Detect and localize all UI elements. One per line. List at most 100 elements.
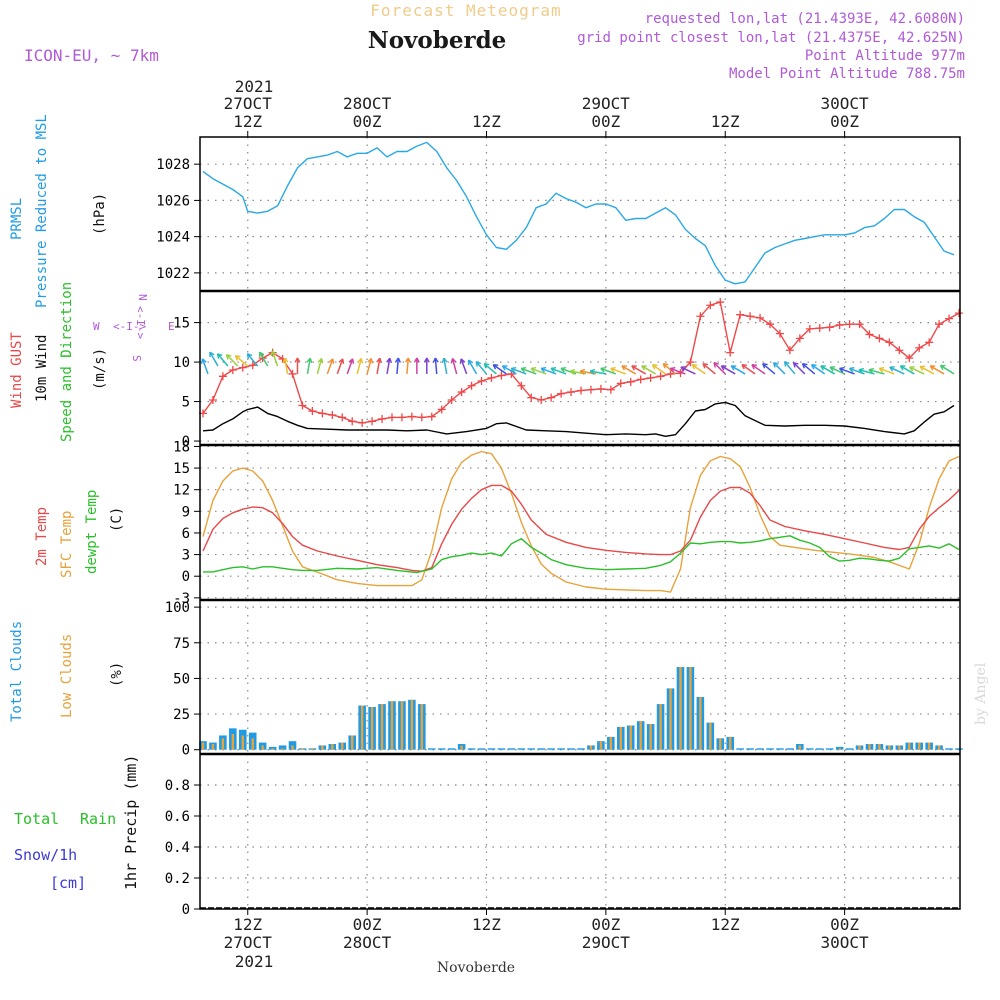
low-cloud-bar (589, 745, 593, 750)
low-clouds-label: Low Clouds (59, 634, 75, 718)
low-cloud-bar (281, 748, 284, 750)
wind-arrow-head (395, 357, 402, 363)
wind-arrow (784, 361, 796, 375)
prmsl-label: PRMSL (9, 198, 25, 240)
gust-marker (785, 346, 794, 355)
wind-arrow (839, 367, 855, 375)
bottom-hour-label: 00Z (591, 915, 620, 934)
gust-marker (686, 358, 695, 367)
wind-arrow-head (909, 366, 915, 372)
total-cloud-bar (467, 748, 476, 750)
low-cloud-bar (360, 705, 364, 750)
panel-temperature: -3 0 3 6 9 12 15 18 (173, 439, 960, 607)
low-cloud-bar (321, 745, 324, 750)
sfctemp-label: SFC Temp (59, 511, 75, 578)
wind-arrow-head (510, 367, 517, 373)
y-tick-label: 0 (182, 902, 190, 918)
wind-arrow-head (450, 357, 457, 364)
y-tick-label: 0.6 (165, 809, 190, 825)
gust-marker (288, 369, 297, 378)
gust-marker (437, 405, 446, 414)
total-cloud-bar (437, 748, 446, 750)
y-tick-label: 0 (182, 743, 190, 759)
low-cloud-bar (719, 738, 722, 750)
wind-arrow (879, 367, 895, 375)
bottom-hour-label: 12Z (711, 915, 740, 934)
low-cloud-bar (380, 704, 384, 750)
bottom-date-label: 29OCT (582, 933, 631, 952)
total-cloud-bar (945, 748, 953, 750)
y-tick-label: 75 (173, 636, 190, 652)
top-hour-label: 00Z (353, 112, 382, 131)
y-tick-label: 0 (182, 434, 190, 450)
gust-marker (666, 369, 675, 378)
gust-marker (567, 388, 576, 397)
wind-arrow-head (801, 362, 808, 369)
wind-arrow-head (423, 357, 430, 363)
wind-arrow-head (600, 367, 606, 373)
low-cloud-bar (261, 745, 264, 750)
gust-marker (427, 412, 436, 421)
wind-arrow-head (730, 365, 737, 371)
low-cloud-bar (231, 734, 235, 750)
gust-marker (855, 320, 864, 329)
gust-marker (517, 381, 526, 390)
gust-marker (835, 320, 844, 329)
frame (199, 136, 961, 910)
wind-arrow (483, 363, 497, 375)
total-cloud-bar (766, 748, 774, 750)
wind-arrow-head (810, 364, 817, 370)
top-date-label: 30OCT (821, 94, 870, 113)
wind-arrow-head (376, 357, 383, 364)
low-cloud-bar (858, 745, 861, 750)
wind-arrow-head (246, 353, 253, 359)
total-cloud-bar (845, 748, 854, 750)
wind-arrow-head (386, 357, 393, 364)
wind-arrow (530, 367, 547, 375)
compass-east: E (168, 320, 175, 333)
total-cloud-bar (746, 748, 754, 750)
total-cloud-bar (497, 748, 506, 750)
sfc-temp-line (202, 450, 960, 593)
y-tick-label: 0 (182, 569, 190, 585)
compass-we-arrow: <-I-> (113, 320, 146, 333)
gust-marker (596, 384, 605, 393)
wind-arrow (720, 365, 736, 375)
wind-arrow (216, 353, 229, 367)
wind-arrow (600, 367, 617, 375)
wind-arrow (702, 363, 716, 375)
top-hour-label: 12Z (711, 112, 740, 131)
wind-arrow (443, 358, 448, 375)
wind-arrow (802, 363, 816, 375)
gust-marker (298, 401, 307, 410)
wind-arrow (662, 363, 676, 375)
hpa-unit: (hPa) (92, 193, 108, 235)
low-cloud-bar (331, 744, 334, 750)
wind-arrow-head (225, 354, 232, 360)
y-tick-label: 1022 (156, 266, 190, 282)
wind-arrow-head (762, 362, 768, 369)
total-cloud-bar (835, 746, 844, 750)
gust-marker (477, 377, 486, 386)
wind-arrow (376, 358, 381, 375)
low-cloud-bar (888, 745, 891, 750)
gust-marker (945, 314, 954, 323)
wind-arrow-head (306, 357, 313, 364)
wind-arrow-head (713, 361, 719, 368)
wind-arrow-head (939, 364, 946, 371)
low-cloud-bar (311, 748, 314, 750)
wind-arrow (434, 357, 438, 374)
gust-marker (497, 371, 506, 380)
wind-arrow-head (720, 365, 727, 371)
wind-arrow (225, 354, 239, 367)
wind-arrow-head (651, 364, 658, 370)
low-cloud-bar (838, 748, 841, 750)
bottom-date-label: 27OCT (224, 933, 273, 952)
wind-arrow (475, 361, 488, 375)
y-tick-label: 0.8 (165, 778, 190, 794)
total-cloud-bar (428, 748, 436, 750)
wind-arrow (492, 364, 507, 375)
gust-marker (378, 414, 387, 423)
low-cloud-bar (868, 744, 871, 750)
